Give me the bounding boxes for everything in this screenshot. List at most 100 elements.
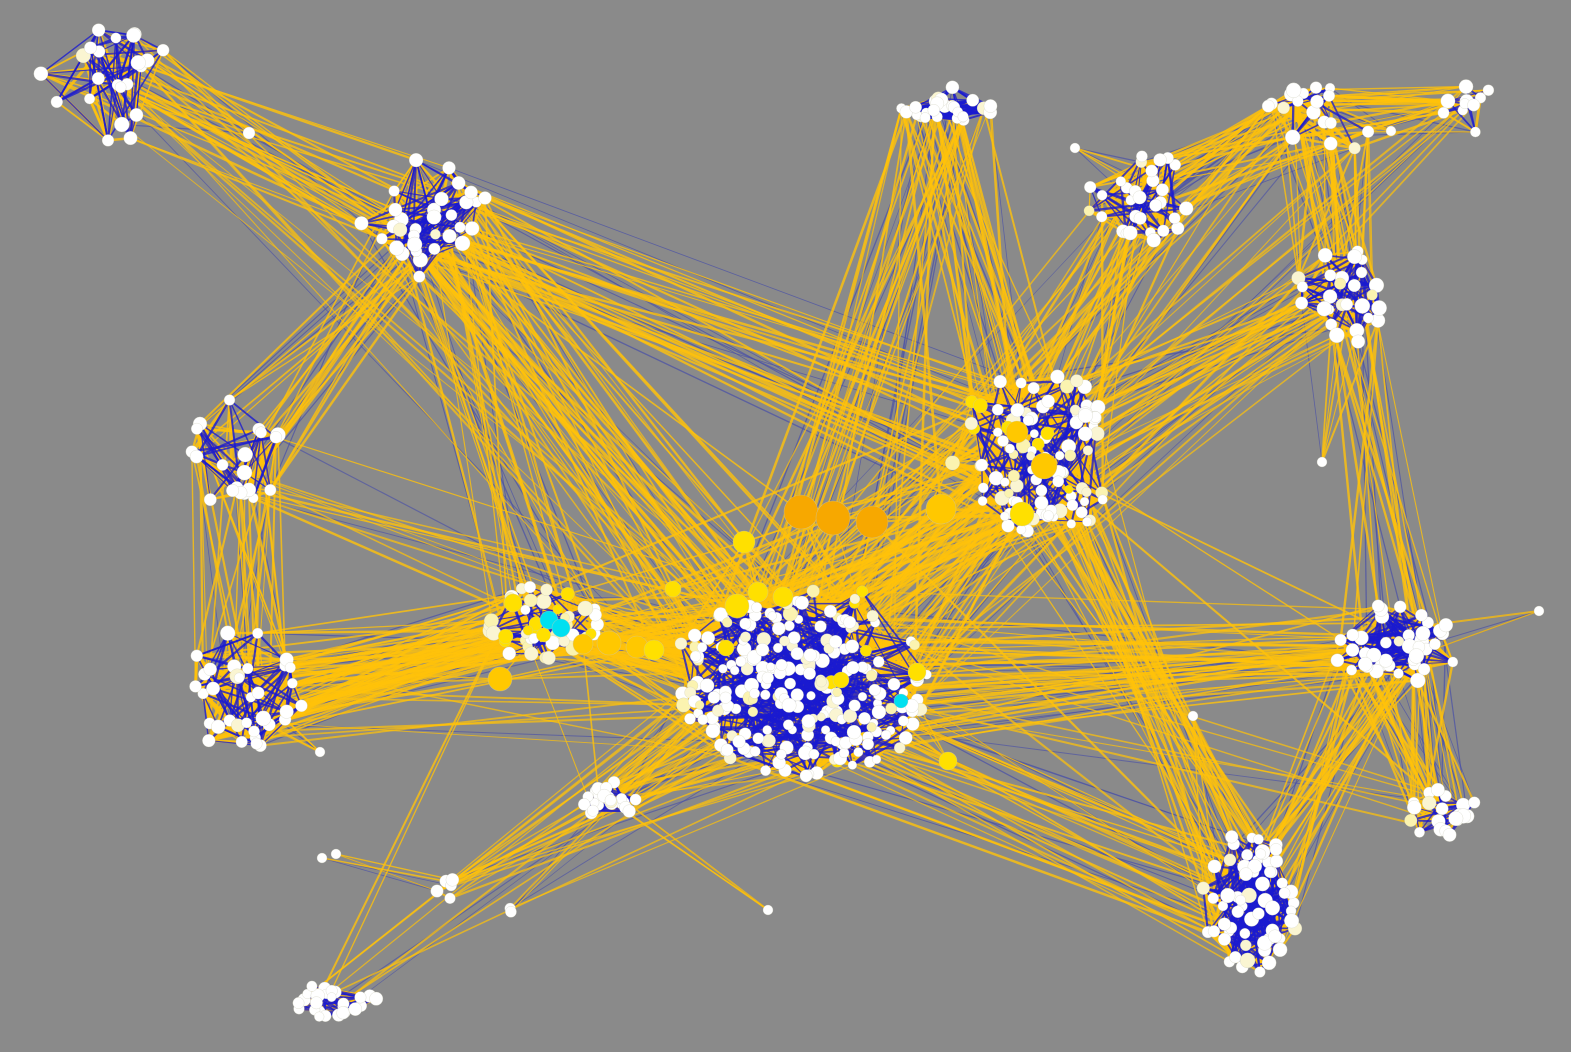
graph-edge [135,66,142,116]
graph-edge [471,228,655,651]
graph-edge [1321,320,1379,463]
graph-edge [448,236,514,604]
graph-edge [1084,227,1179,435]
graph-edge [1329,87,1448,102]
graph-edge [1293,85,1467,91]
graph-edge [1041,512,1277,851]
graph-edge [233,492,242,667]
graph-edge [263,588,674,720]
graph-edge [115,37,416,230]
graph-edge [1377,320,1415,661]
graph-edge [872,615,1446,797]
graph-edge [653,509,1052,651]
graph-edge [1043,465,1232,929]
graph-edge [82,54,477,203]
graph-edge [297,691,691,1004]
graph-edge [331,656,746,992]
graph-edge [117,83,398,249]
graph-edge [195,428,252,698]
graph-edge [1292,100,1467,138]
graph-edge [195,456,229,634]
graph-edge [199,423,242,494]
graph-edge [255,705,728,739]
graph-edge [415,228,544,636]
graph-edge [854,512,1023,601]
graph-edge [813,753,1270,964]
graph-edge [40,73,436,235]
graph-edge [393,190,435,211]
graph-edge [415,228,802,513]
graph-edge [470,191,1010,495]
graph-edge [126,83,414,243]
graph-edge [415,250,749,663]
graph-edge [833,100,1468,702]
graph-edge [871,521,1216,868]
graph-edge [509,764,853,909]
graph-edge [248,488,738,608]
graph-edge [1354,131,1369,257]
graph-edge [458,181,1033,452]
graph-edge [799,116,965,513]
graph-edge [982,487,1292,893]
graph-edge [1330,100,1449,145]
graph-edge [196,434,279,458]
graph-edge [196,428,246,474]
graph-edge [240,492,738,607]
graph-edge [1068,304,1343,490]
graph-edge [1330,324,1430,623]
graph-edge [1059,303,1348,512]
graph-edge [844,155,1143,620]
graph-edge [1324,255,1441,631]
graph-edge [672,501,1018,591]
graph-edge [228,399,277,438]
graph-edge [401,159,418,254]
graph-edge [1021,513,1273,873]
graph-edge [107,84,119,141]
graph-edge [321,857,447,882]
graph-edge [694,119,965,648]
graph-edge [275,235,415,438]
graph-edge [933,110,1078,423]
graph-edge [399,229,745,642]
graph-edge [837,698,1464,806]
graph-edge [40,73,109,141]
graph-edge [275,436,759,593]
graph-edge [1089,95,1330,188]
graph-edge [1328,296,1380,607]
graph-edge [196,455,779,649]
graph-edge [229,587,522,722]
graph-edge [394,159,417,210]
graph-edge [1100,492,1215,899]
graph-edge [117,84,834,702]
graph-edge [315,602,514,1004]
graph-edge [1366,131,1374,296]
graph-edge [121,123,250,134]
graph-edge [1417,680,1440,822]
graph-edge [845,679,1418,744]
graph-edge [912,723,1238,898]
graph-edge [1283,107,1392,132]
graph-edge [543,541,745,603]
graph-edge [452,775,807,881]
graph-edge [191,451,197,687]
graph-edge [227,632,287,661]
graph-edge [844,647,1390,667]
graph-edge [258,253,403,430]
graph-edge [56,77,99,103]
graph-edge [129,62,140,139]
graph-edge [1016,431,1382,667]
graph-edge [885,304,1343,736]
graph-edge [115,37,715,699]
graph-edge [826,685,1447,833]
graph-edge [620,797,769,911]
graph-edge [782,232,1127,598]
graph-edge [916,109,1464,681]
graph-edge [778,761,1281,951]
graph-edge [133,34,757,660]
graph-edge [1031,450,1264,853]
graph-edge [1423,669,1475,803]
graph-edge [1040,490,1270,964]
graph-edge [744,194,1103,638]
graph-edge [88,98,109,141]
graph-edge [196,456,234,491]
